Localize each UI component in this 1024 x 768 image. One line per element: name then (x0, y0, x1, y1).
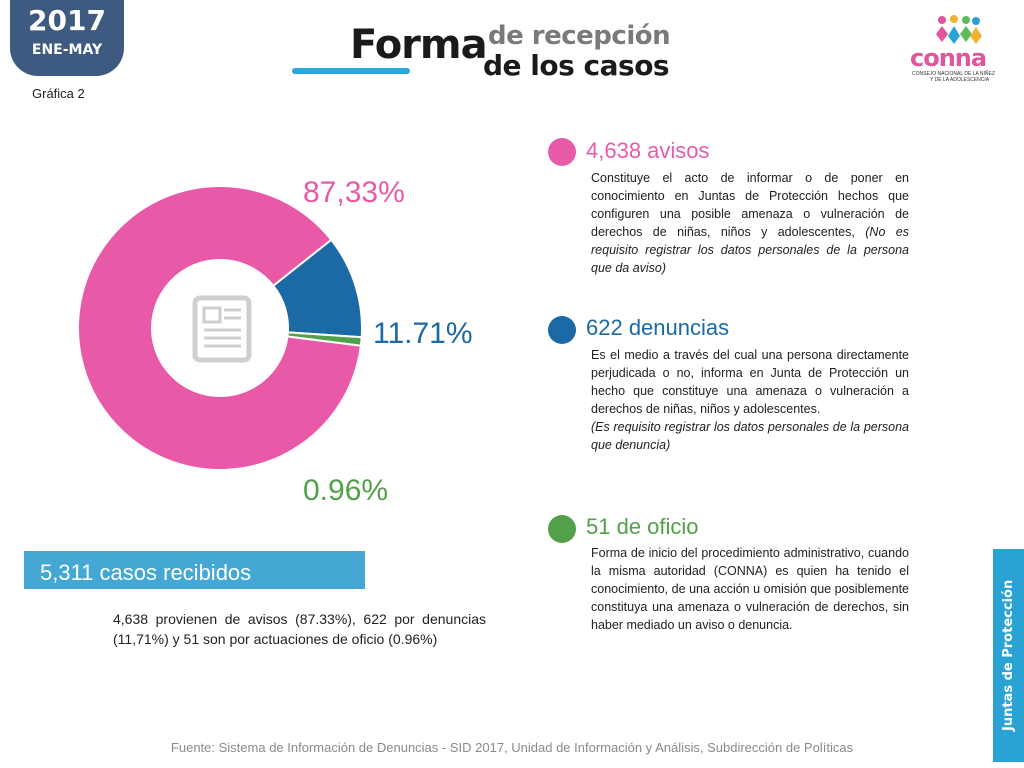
description-text: Forma de inicio del procedimiento admini… (591, 546, 909, 632)
description-text: Constituye el acto de informar o de pone… (591, 171, 909, 239)
description-note: (Es requisito registrar los datos person… (591, 420, 909, 452)
conna-logo (936, 15, 982, 44)
description-note: (No es requisito registrar los datos per… (591, 225, 909, 275)
category-title-denuncias: 622 denuncias (586, 315, 730, 340)
total-banner (24, 551, 365, 589)
page-subtitle-line2: de los casos (483, 49, 670, 82)
logo-tagline: CONSEJO NACIONAL DE LA NIÑEZ (912, 71, 995, 77)
title-underline (292, 68, 410, 74)
period: ENE-MAY (31, 42, 103, 58)
category-description-denuncias: Es el medio a través del cual una person… (591, 346, 909, 454)
total-label: 5,311 casos recibidos (40, 560, 252, 585)
percent-label-denuncias: 11.71% (373, 317, 473, 350)
year: 2017 (28, 4, 106, 37)
logo-wordmark: conna (910, 44, 987, 72)
category-title-oficio: 51 de oficio (586, 514, 699, 539)
category-description-oficio: Forma de inicio del procedimiento admini… (591, 544, 909, 634)
logo-tagline: Y DE LA ADOLESCENCIA (930, 77, 990, 83)
percent-label-avisos: 87,33% (303, 176, 405, 209)
legend-dot-oficio (548, 515, 576, 543)
page-title: Forma (350, 22, 488, 68)
donut-chart (77, 185, 363, 471)
page-subtitle-line1: de recepción (488, 21, 671, 51)
category-description-avisos: Constituye el acto de informar o de pone… (591, 169, 909, 277)
side-tab (993, 549, 1024, 762)
summary-text: 4,638 provienen de avisos (87.33%), 622 … (113, 611, 486, 647)
side-tab-label: Juntas de Protección (1001, 579, 1016, 732)
category-title-avisos: 4,638 avisos (586, 138, 710, 163)
percent-label-oficio: 0.96% (303, 474, 389, 507)
year-badge: 2017 ENE-MAY (10, 0, 124, 76)
description-text: Es el medio a través del cual una person… (591, 348, 909, 416)
donut-slice-avisos (77, 185, 363, 471)
chart-number: Gráfica 2 (32, 86, 85, 101)
legend-dot-avisos (548, 138, 576, 166)
legend-dot-denuncias (548, 316, 576, 344)
source-note: Fuente: Sistema de Información de Denunc… (170, 740, 854, 755)
document-icon (192, 295, 252, 363)
